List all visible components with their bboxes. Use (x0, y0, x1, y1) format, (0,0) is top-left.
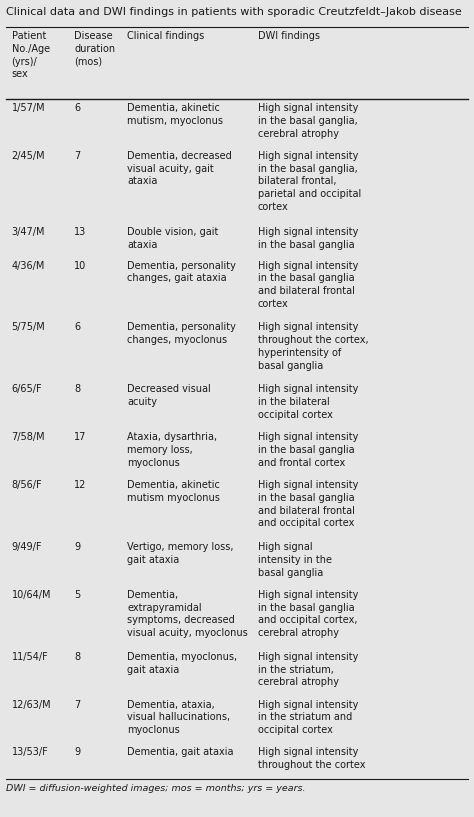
Text: 8: 8 (74, 652, 81, 662)
Text: High signal
intensity in the
basal ganglia: High signal intensity in the basal gangl… (258, 542, 332, 578)
Text: Dementia, decreased
visual acuity, gait
ataxia: Dementia, decreased visual acuity, gait … (127, 151, 232, 186)
Text: Dementia, personality
changes, myoclonus: Dementia, personality changes, myoclonus (127, 323, 236, 346)
Text: 9: 9 (74, 542, 81, 552)
Text: 8: 8 (74, 385, 81, 395)
Text: Dementia,
extrapyramidal
symptoms, decreased
visual acuity, myoclonus: Dementia, extrapyramidal symptoms, decre… (127, 590, 248, 638)
Text: 10/64/M: 10/64/M (11, 590, 51, 600)
Text: Dementia, ataxia,
visual hallucinations,
myoclonus: Dementia, ataxia, visual hallucinations,… (127, 699, 230, 735)
Text: Ataxia, dysarthria,
memory loss,
myoclonus: Ataxia, dysarthria, memory loss, myoclon… (127, 432, 217, 468)
Text: 6/65/F: 6/65/F (11, 385, 42, 395)
Text: Dementia, akinetic
mutism myoclonus: Dementia, akinetic mutism myoclonus (127, 480, 220, 502)
Text: 9: 9 (74, 748, 81, 757)
Text: DWI = diffusion-weighted images; mos = months; yrs = years.: DWI = diffusion-weighted images; mos = m… (6, 784, 306, 793)
Text: High signal intensity
throughout the cortex: High signal intensity throughout the cor… (258, 748, 365, 770)
Text: High signal intensity
in the bilateral
occipital cortex: High signal intensity in the bilateral o… (258, 385, 358, 420)
Text: DWI findings: DWI findings (258, 31, 320, 41)
Text: High signal intensity
in the striatum,
cerebral atrophy: High signal intensity in the striatum, c… (258, 652, 358, 687)
Text: Disease
duration
(mos): Disease duration (mos) (74, 31, 116, 67)
Text: 17: 17 (74, 432, 87, 442)
Text: 13/53/F: 13/53/F (11, 748, 48, 757)
Text: 5/75/M: 5/75/M (11, 323, 46, 333)
Text: Vertigo, memory loss,
gait ataxia: Vertigo, memory loss, gait ataxia (127, 542, 234, 565)
Text: 6: 6 (74, 103, 81, 113)
Text: 12/63/M: 12/63/M (11, 699, 51, 709)
Text: 13: 13 (74, 227, 87, 237)
Text: 5: 5 (74, 590, 81, 600)
Text: High signal intensity
throughout the cortex,
hyperintensity of
basal ganglia: High signal intensity throughout the cor… (258, 323, 368, 371)
Text: High signal intensity
in the basal ganglia,
bilateral frontal,
parietal and occi: High signal intensity in the basal gangl… (258, 151, 361, 212)
Text: Dementia, personality
changes, gait ataxia: Dementia, personality changes, gait atax… (127, 261, 236, 283)
Text: 11/54/F: 11/54/F (11, 652, 48, 662)
Text: High signal intensity
in the basal ganglia
and bilateral frontal
cortex: High signal intensity in the basal gangl… (258, 261, 358, 309)
Text: Decreased visual
acuity: Decreased visual acuity (127, 385, 211, 407)
Text: 10: 10 (74, 261, 87, 270)
Text: High signal intensity
in the basal ganglia: High signal intensity in the basal gangl… (258, 227, 358, 250)
Text: Dementia, myoclonus,
gait ataxia: Dementia, myoclonus, gait ataxia (127, 652, 237, 675)
Text: 3/47/M: 3/47/M (11, 227, 45, 237)
Text: High signal intensity
in the basal ganglia,
cerebral atrophy: High signal intensity in the basal gangl… (258, 103, 358, 139)
Text: High signal intensity
in the basal ganglia
and bilateral frontal
and occipital c: High signal intensity in the basal gangl… (258, 480, 358, 529)
Text: 6: 6 (74, 323, 81, 333)
Text: Clinical findings: Clinical findings (127, 31, 204, 41)
Text: Dementia, akinetic
mutism, myoclonus: Dementia, akinetic mutism, myoclonus (127, 103, 223, 126)
Text: 1/57/M: 1/57/M (11, 103, 45, 113)
Text: Dementia, gait ataxia: Dementia, gait ataxia (127, 748, 234, 757)
Text: Clinical data and DWI findings in patients with sporadic Creutzfeldt–Jakob disea: Clinical data and DWI findings in patien… (6, 7, 462, 17)
Text: 8/56/F: 8/56/F (11, 480, 42, 490)
Text: 7/58/M: 7/58/M (11, 432, 45, 442)
Text: 7: 7 (74, 151, 81, 161)
Text: Double vision, gait
ataxia: Double vision, gait ataxia (127, 227, 219, 250)
Text: High signal intensity
in the basal ganglia
and occipital cortex,
cerebral atroph: High signal intensity in the basal gangl… (258, 590, 358, 638)
Text: 2/45/M: 2/45/M (11, 151, 45, 161)
Text: High signal intensity
in the striatum and
occipital cortex: High signal intensity in the striatum an… (258, 699, 358, 735)
Text: High signal intensity
in the basal ganglia
and frontal cortex: High signal intensity in the basal gangl… (258, 432, 358, 468)
Text: 7: 7 (74, 699, 81, 709)
Text: 9/49/F: 9/49/F (11, 542, 42, 552)
Text: 4/36/M: 4/36/M (11, 261, 45, 270)
Text: Patient
No./Age
(yrs)/
sex: Patient No./Age (yrs)/ sex (11, 31, 50, 79)
Text: 12: 12 (74, 480, 87, 490)
